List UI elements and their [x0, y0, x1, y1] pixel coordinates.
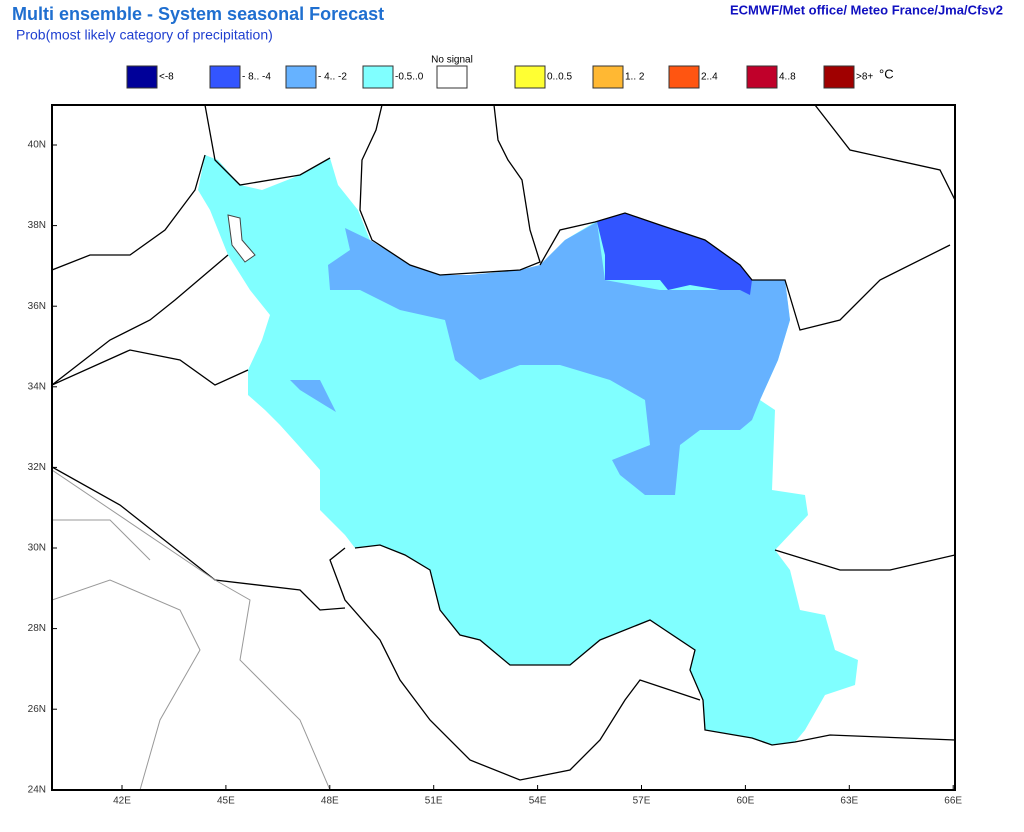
legend-swatch: [209, 65, 241, 89]
lat-label: 36N: [28, 301, 46, 312]
lat-label: 34N: [28, 381, 46, 392]
axis-ticks: 42E 45E 48E 51E 54E 57E 60E 63E 66E 40N 38N 36N 34N 3…: [28, 140, 963, 807]
lon-label: 57E: [633, 796, 651, 807]
border: [52, 154, 206, 271]
border: [814, 105, 955, 201]
legend-swatch: [592, 65, 624, 89]
legend-label: 4..8: [779, 72, 796, 83]
legend-swatch: [436, 65, 468, 89]
subtitle: Prob(most likely category of precipitati…: [16, 27, 273, 43]
region-blue: [290, 380, 336, 412]
lat-label: 40N: [28, 140, 46, 151]
legend-swatch: [362, 65, 394, 89]
map-area: [52, 105, 955, 790]
legend-swatch: [514, 65, 546, 89]
title: Multi ensemble - System seasonal Forecas…: [12, 4, 384, 24]
legend-label: 0..0.5: [547, 72, 572, 83]
border: [52, 466, 346, 611]
legend-label: -0.5..0: [395, 72, 424, 83]
lake: [227, 214, 256, 263]
legend-label: >8+: [856, 72, 873, 83]
lon-label: 51E: [425, 796, 443, 807]
lat-label: 38N: [28, 220, 46, 231]
lon-label: 66E: [944, 796, 962, 807]
legend: <-8 - 8.. -4 - 4.. -2 -0.5..0 No signal 0..0.…: [126, 55, 894, 89]
lon-label: 54E: [529, 796, 547, 807]
legend-swatch: [823, 65, 855, 89]
coast: [354, 544, 955, 746]
map-frame: [51, 104, 956, 791]
border-gray: [52, 469, 331, 790]
lon-label: 42E: [113, 796, 131, 807]
lon-label: 45E: [217, 796, 235, 807]
border-gray: [52, 519, 151, 561]
border: [52, 349, 249, 386]
legend-label: 1.. 2: [625, 72, 645, 83]
legend-swatch: [126, 65, 158, 89]
legend-label: No signal: [431, 55, 473, 66]
lat-label: 26N: [28, 704, 46, 715]
legend-label: 2..4: [701, 72, 718, 83]
border: [539, 212, 951, 331]
border: [52, 254, 229, 386]
region-blue: [328, 222, 790, 495]
lon-label: 60E: [737, 796, 755, 807]
lat-label: 24N: [28, 784, 46, 795]
border: [204, 105, 331, 186]
lat-label: 30N: [28, 543, 46, 554]
lon-label: 63E: [840, 796, 858, 807]
border-gray: [52, 579, 201, 790]
coast: [329, 547, 701, 781]
legend-unit: °C: [879, 66, 894, 81]
legend-swatch: [285, 65, 317, 89]
legend-label: <-8: [159, 72, 174, 83]
border: [774, 549, 955, 571]
legend-swatch: [668, 65, 700, 89]
lat-label: 32N: [28, 462, 46, 473]
region-darkblue: [597, 213, 752, 295]
source: ECMWF/Met office/ Meteo France/Jma/Cfsv2: [730, 2, 1003, 17]
lat-label: 28N: [28, 623, 46, 634]
legend-label: - 8.. -4: [242, 72, 271, 83]
lon-label: 48E: [321, 796, 339, 807]
legend-swatch: [746, 65, 778, 89]
caspian-sea: [359, 105, 541, 276]
legend-label: - 4.. -2: [318, 72, 347, 83]
